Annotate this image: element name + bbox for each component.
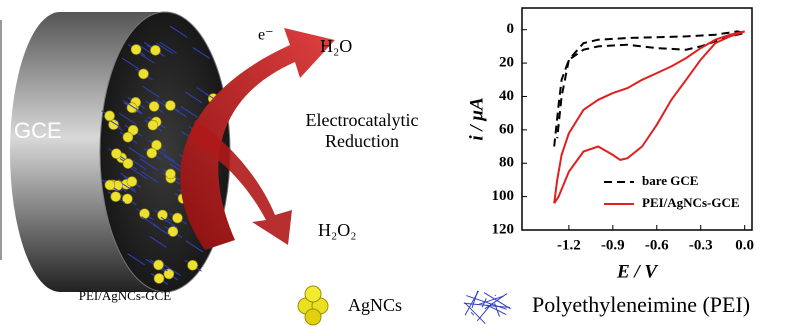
nanocluster [172,213,182,223]
graphic: e⁻ H₂O Electrocatalytic Reduction H₂O₂ G… [0,0,790,331]
nanocluster [154,273,164,283]
nanocluster [138,69,148,79]
x-tick-label: -0.6 [645,237,669,253]
electrode-label: GCE [14,118,62,143]
nanocluster [148,120,158,130]
nanocluster [149,101,159,111]
nanocluster [105,180,115,190]
nanocluster [123,132,133,142]
page: e⁻ H₂O Electrocatalytic Reduction H₂O₂ G… [0,0,790,331]
nanocluster [154,260,164,270]
legend-label: PEI/AgNCs-GCE [642,195,740,210]
electrode-caption: PEI/AgNCs-GCE [79,288,172,303]
y-tick-label: 0 [507,21,515,37]
nanocluster [140,209,150,219]
y-tick-label: 60 [499,121,514,137]
y-axis-label: i / μA [466,97,487,140]
product-label: H₂O [320,36,352,56]
x-tick-label: 0.0 [735,237,754,253]
legend-label: Polyethyleneimine (PEI) [532,292,750,317]
chart: 0 20 40 60 80 100 120 -1.2 -0.9 -0.6 -0.3 0.0 E / V i… [466,8,754,282]
nanocluster [165,100,175,110]
electron-label: e⁻ [258,27,274,44]
agncs-icon [298,286,328,325]
y-tick-label: 100 [492,188,515,204]
x-tick-label: -0.3 [689,237,713,253]
series-line [554,31,745,146]
y-tick-label: 120 [492,221,515,237]
legend-label: bare GCE [642,173,698,188]
reactant-label: H₂O₂ [318,220,357,240]
polymer-strand [471,312,473,315]
nanocluster [105,111,115,121]
x-tick-label: -1.2 [557,237,581,253]
pei-icon [464,291,511,324]
process-label: Reduction [325,131,399,151]
polymer-strand [477,303,492,320]
y-tick-label: 40 [499,88,514,104]
nanocluster [150,45,160,55]
nanocluster [111,192,121,202]
nanocluster [131,45,141,55]
nanocluster [127,177,137,187]
legend-label: AgNCs [348,295,402,315]
nanocluster [147,148,157,158]
nanocluster [165,169,175,179]
process-label: Electrocatalytic [306,110,419,130]
x-tick-label: -0.9 [601,237,625,253]
nanocluster [123,159,133,169]
nanocluster [111,149,121,159]
polymer-strand [465,303,486,324]
nanocluster [188,260,198,270]
y-tick-label: 20 [499,55,514,71]
x-axis-label: E / V [616,261,658,282]
y-tick-label: 80 [499,155,514,171]
